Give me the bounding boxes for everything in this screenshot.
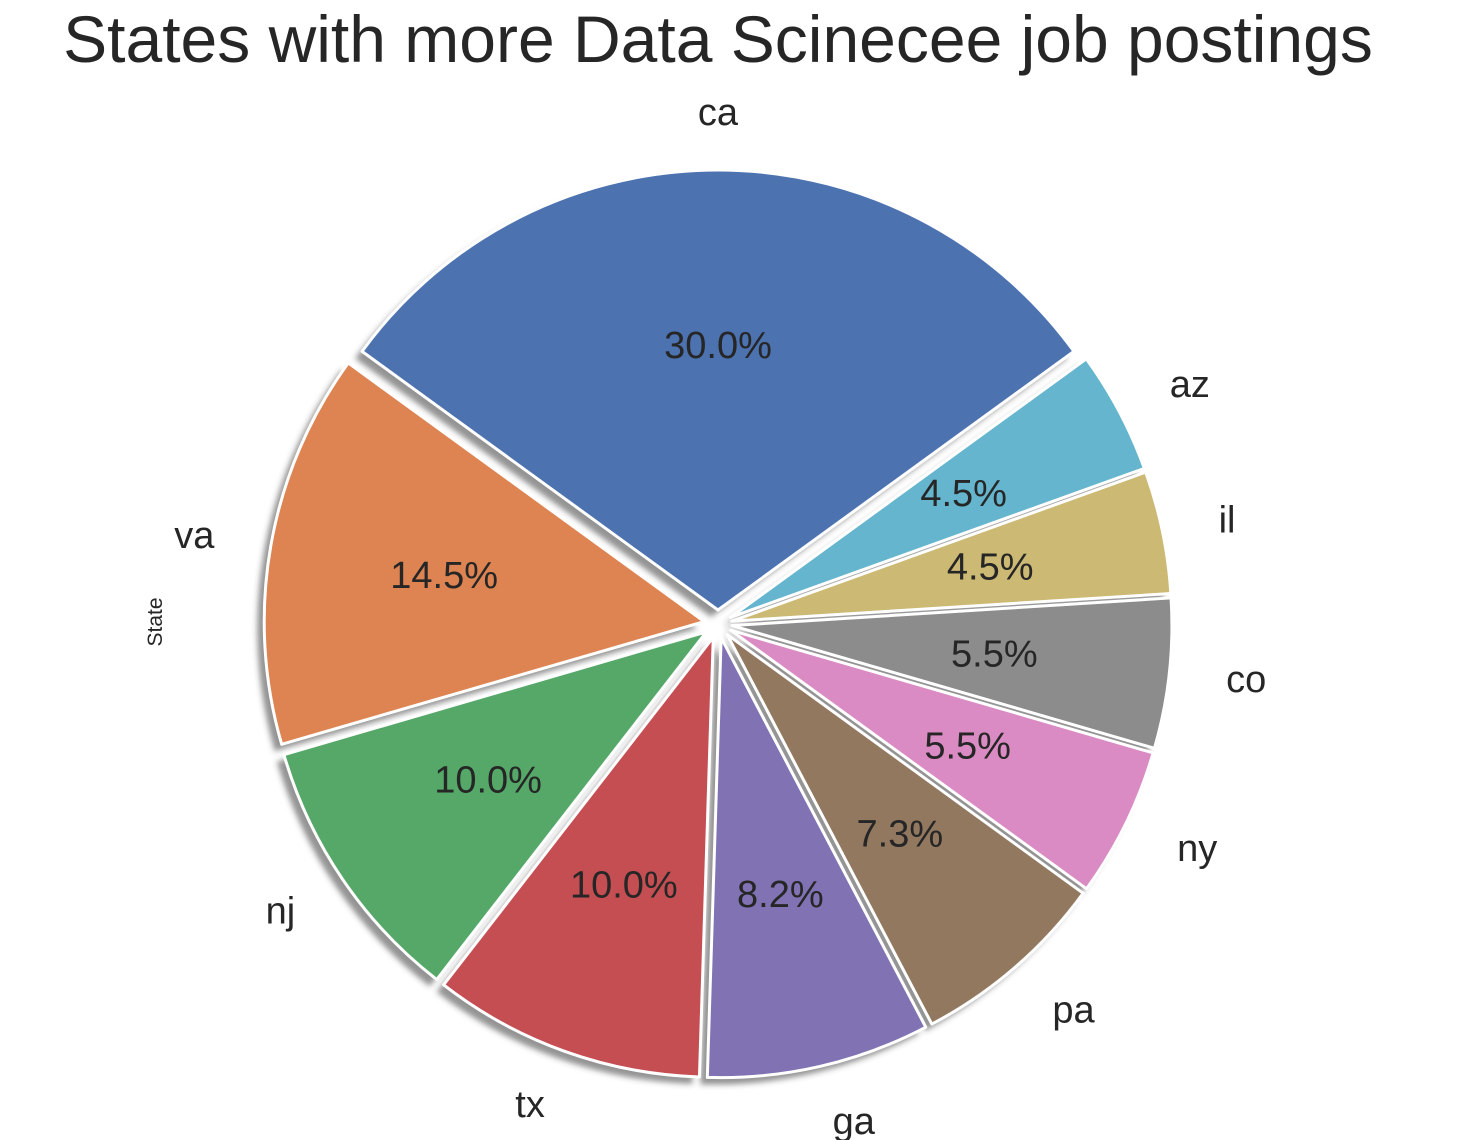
pie-slice-tx xyxy=(442,635,715,1079)
category-label-pa: pa xyxy=(1052,990,1095,1032)
category-label-va: va xyxy=(174,515,215,557)
chart-title: States with more Data Scinecee job posti… xyxy=(63,2,1373,76)
y-axis-label: State xyxy=(144,597,167,646)
category-label-il: il xyxy=(1219,499,1236,541)
pie-slice-az xyxy=(728,357,1146,619)
category-label-tx: tx xyxy=(515,1084,545,1126)
percent-label-co: 5.5% xyxy=(951,634,1038,676)
pie-slice-nj xyxy=(282,630,708,982)
percent-label-pa: 7.3% xyxy=(857,813,944,855)
pie-slice-co xyxy=(730,596,1174,750)
pie-slice-il xyxy=(730,470,1173,623)
category-label-az: az xyxy=(1170,364,1210,406)
slice-layer xyxy=(262,168,1174,1080)
percent-label-ny: 5.5% xyxy=(924,725,1011,767)
category-label-nj: nj xyxy=(266,890,296,932)
label-layer: ca 30.0% va 14.5% nj 10.0% tx 10.0% ga 8.2% pa 7.3%… xyxy=(174,92,1266,1140)
pie-slice-pa xyxy=(725,633,1085,1026)
percent-label-nj: 10.0% xyxy=(434,759,542,801)
pie-slice-ny xyxy=(729,628,1155,891)
pie-slice-va xyxy=(262,361,706,746)
percent-label-il: 4.5% xyxy=(947,547,1034,589)
percent-label-ca: 30.0% xyxy=(664,325,772,367)
pie-slice-ca xyxy=(360,168,1076,612)
category-label-co: co xyxy=(1226,659,1266,701)
percent-label-az: 4.5% xyxy=(920,473,1007,515)
pie-slice-ga xyxy=(705,636,928,1080)
percent-label-va: 14.5% xyxy=(390,555,498,597)
percent-label-tx: 10.0% xyxy=(570,865,678,907)
category-label-ca: ca xyxy=(698,92,739,134)
percent-label-ga: 8.2% xyxy=(737,874,824,916)
category-label-ny: ny xyxy=(1177,828,1217,870)
category-label-ga: ga xyxy=(833,1101,876,1140)
